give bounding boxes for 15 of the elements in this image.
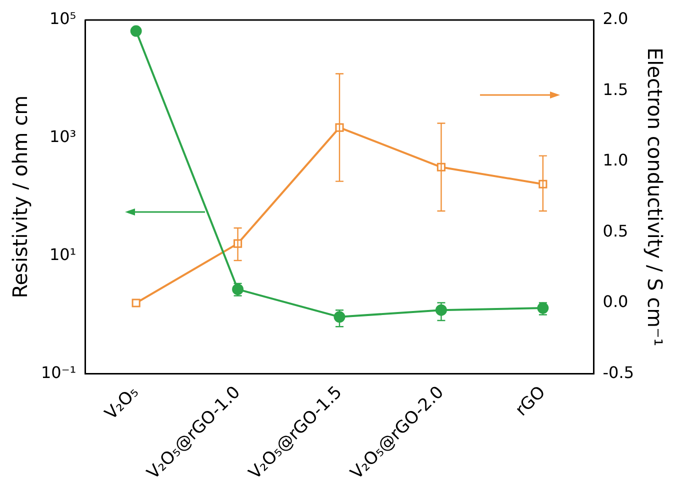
y-tick-label: 10⁻¹	[41, 362, 76, 382]
x-tick-label: rGO	[512, 382, 550, 420]
y2-tick-label: 0.0	[602, 292, 628, 312]
y-tick-label: 10¹	[49, 244, 76, 264]
y-axis-title: Resistivity / ohm cm	[8, 95, 32, 298]
y2-tick-label: -0.5	[602, 362, 634, 382]
x-tick-label: V₂O₅	[101, 382, 143, 424]
point	[130, 25, 142, 37]
y-tick-label: 10³	[49, 127, 76, 146]
y2-tick-label: 1.0	[602, 150, 628, 170]
y2-tick-label: 0.5	[602, 221, 628, 240]
y-tick-label: 10⁵	[49, 9, 76, 28]
y2-tick-label: 2.0	[602, 9, 628, 28]
y2-tick-label: 1.5	[602, 80, 628, 99]
y2-axis-title: Electron conductivity / S cm⁻¹	[642, 48, 667, 346]
